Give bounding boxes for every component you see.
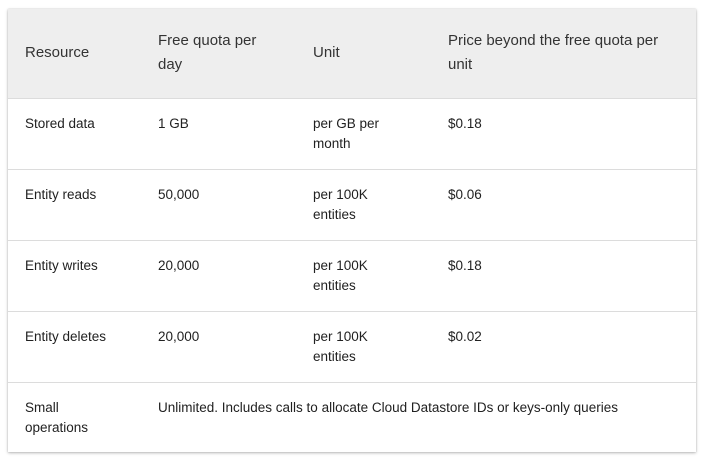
table-row-small-operations: Small operations Unlimited. Includes cal… (8, 382, 696, 452)
cell-price: $0.18 (448, 115, 482, 131)
pricing-table: Resource Free quota per day Unit Price b… (8, 9, 696, 452)
cell-resource: Small operations (25, 399, 89, 435)
cell-resource: Entity deletes (25, 328, 107, 344)
pricing-table-card: Resource Free quota per day Unit Price b… (8, 9, 696, 452)
cell-free-quota: 50,000 (158, 186, 200, 202)
header-free-quota: Free quota per day (158, 32, 257, 74)
cell-free-quota: 1 GB (158, 115, 189, 131)
cell-price: $0.02 (448, 328, 482, 344)
table-row: Stored data 1 GB per GB per month $0.18 (8, 98, 696, 169)
header-price: Price beyond the free quota per unit (448, 32, 659, 74)
cell-price: $0.06 (448, 186, 482, 202)
cell-unit: per 100K entities (313, 328, 368, 364)
header-unit: Unit (313, 44, 340, 62)
table-row: Entity deletes 20,000 per 100K entities … (8, 311, 696, 382)
table-header-row: Resource Free quota per day Unit Price b… (8, 9, 696, 98)
cell-small-operations-note: Unlimited. Includes calls to allocate Cl… (158, 399, 618, 415)
cell-price: $0.18 (448, 257, 482, 273)
header-resource: Resource (25, 44, 90, 62)
cell-free-quota: 20,000 (158, 328, 200, 344)
cell-unit: per 100K entities (313, 186, 368, 222)
cell-resource: Entity writes (25, 257, 98, 273)
cell-resource: Stored data (25, 115, 95, 131)
table-row: Entity reads 50,000 per 100K entities $0… (8, 169, 696, 240)
cell-free-quota: 20,000 (158, 257, 200, 273)
cell-resource: Entity reads (25, 186, 97, 202)
cell-unit: per GB per month (313, 115, 380, 151)
table-row: Entity writes 20,000 per 100K entities $… (8, 240, 696, 311)
cell-unit: per 100K entities (313, 257, 368, 293)
